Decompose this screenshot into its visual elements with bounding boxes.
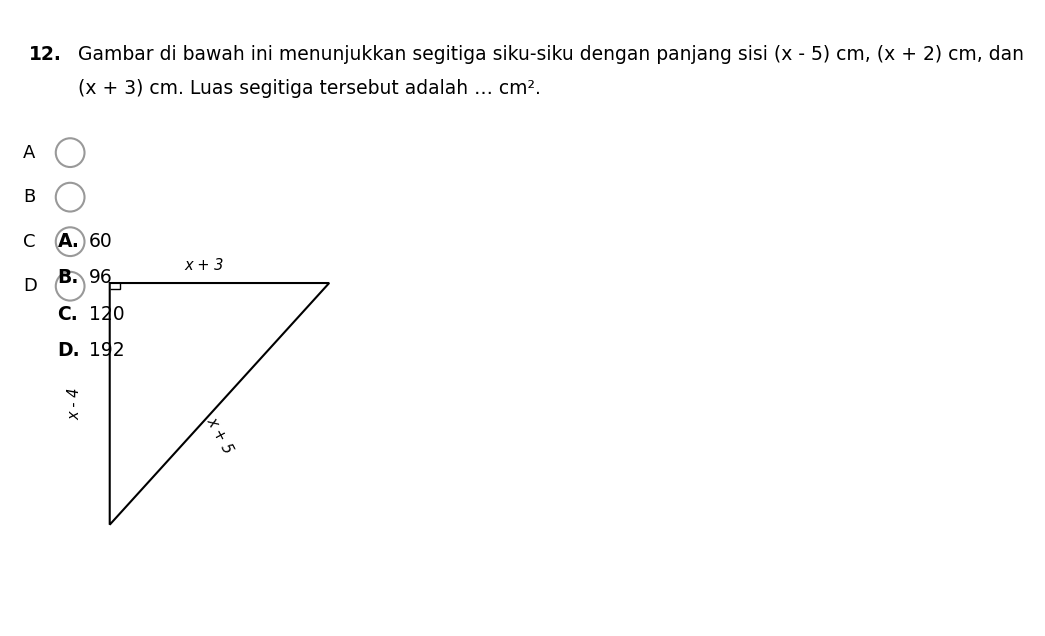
Text: 96: 96 [89,268,113,287]
Text: (x + 3) cm. Luas segitiga tersebut adalah … cm².: (x + 3) cm. Luas segitiga tersebut adala… [78,80,541,99]
Text: x + 3: x + 3 [184,258,224,273]
Text: A.: A. [57,232,79,251]
Text: B: B [23,188,36,206]
Text: B.: B. [57,268,78,287]
Text: x + 5: x + 5 [204,415,235,457]
Text: C: C [23,233,36,251]
Text: A: A [23,144,36,162]
Text: C.: C. [57,305,78,324]
Text: 60: 60 [89,232,113,251]
Text: Gambar di bawah ini menunjukkan segitiga siku-siku dengan panjang sisi (x - 5) c: Gambar di bawah ini menunjukkan segitiga… [78,45,1024,64]
Text: 192: 192 [89,341,124,360]
Text: D: D [23,277,37,295]
Text: 12.: 12. [29,45,62,64]
Text: 120: 120 [89,305,124,324]
Text: D.: D. [57,341,80,360]
Text: x - 4: x - 4 [68,388,83,420]
